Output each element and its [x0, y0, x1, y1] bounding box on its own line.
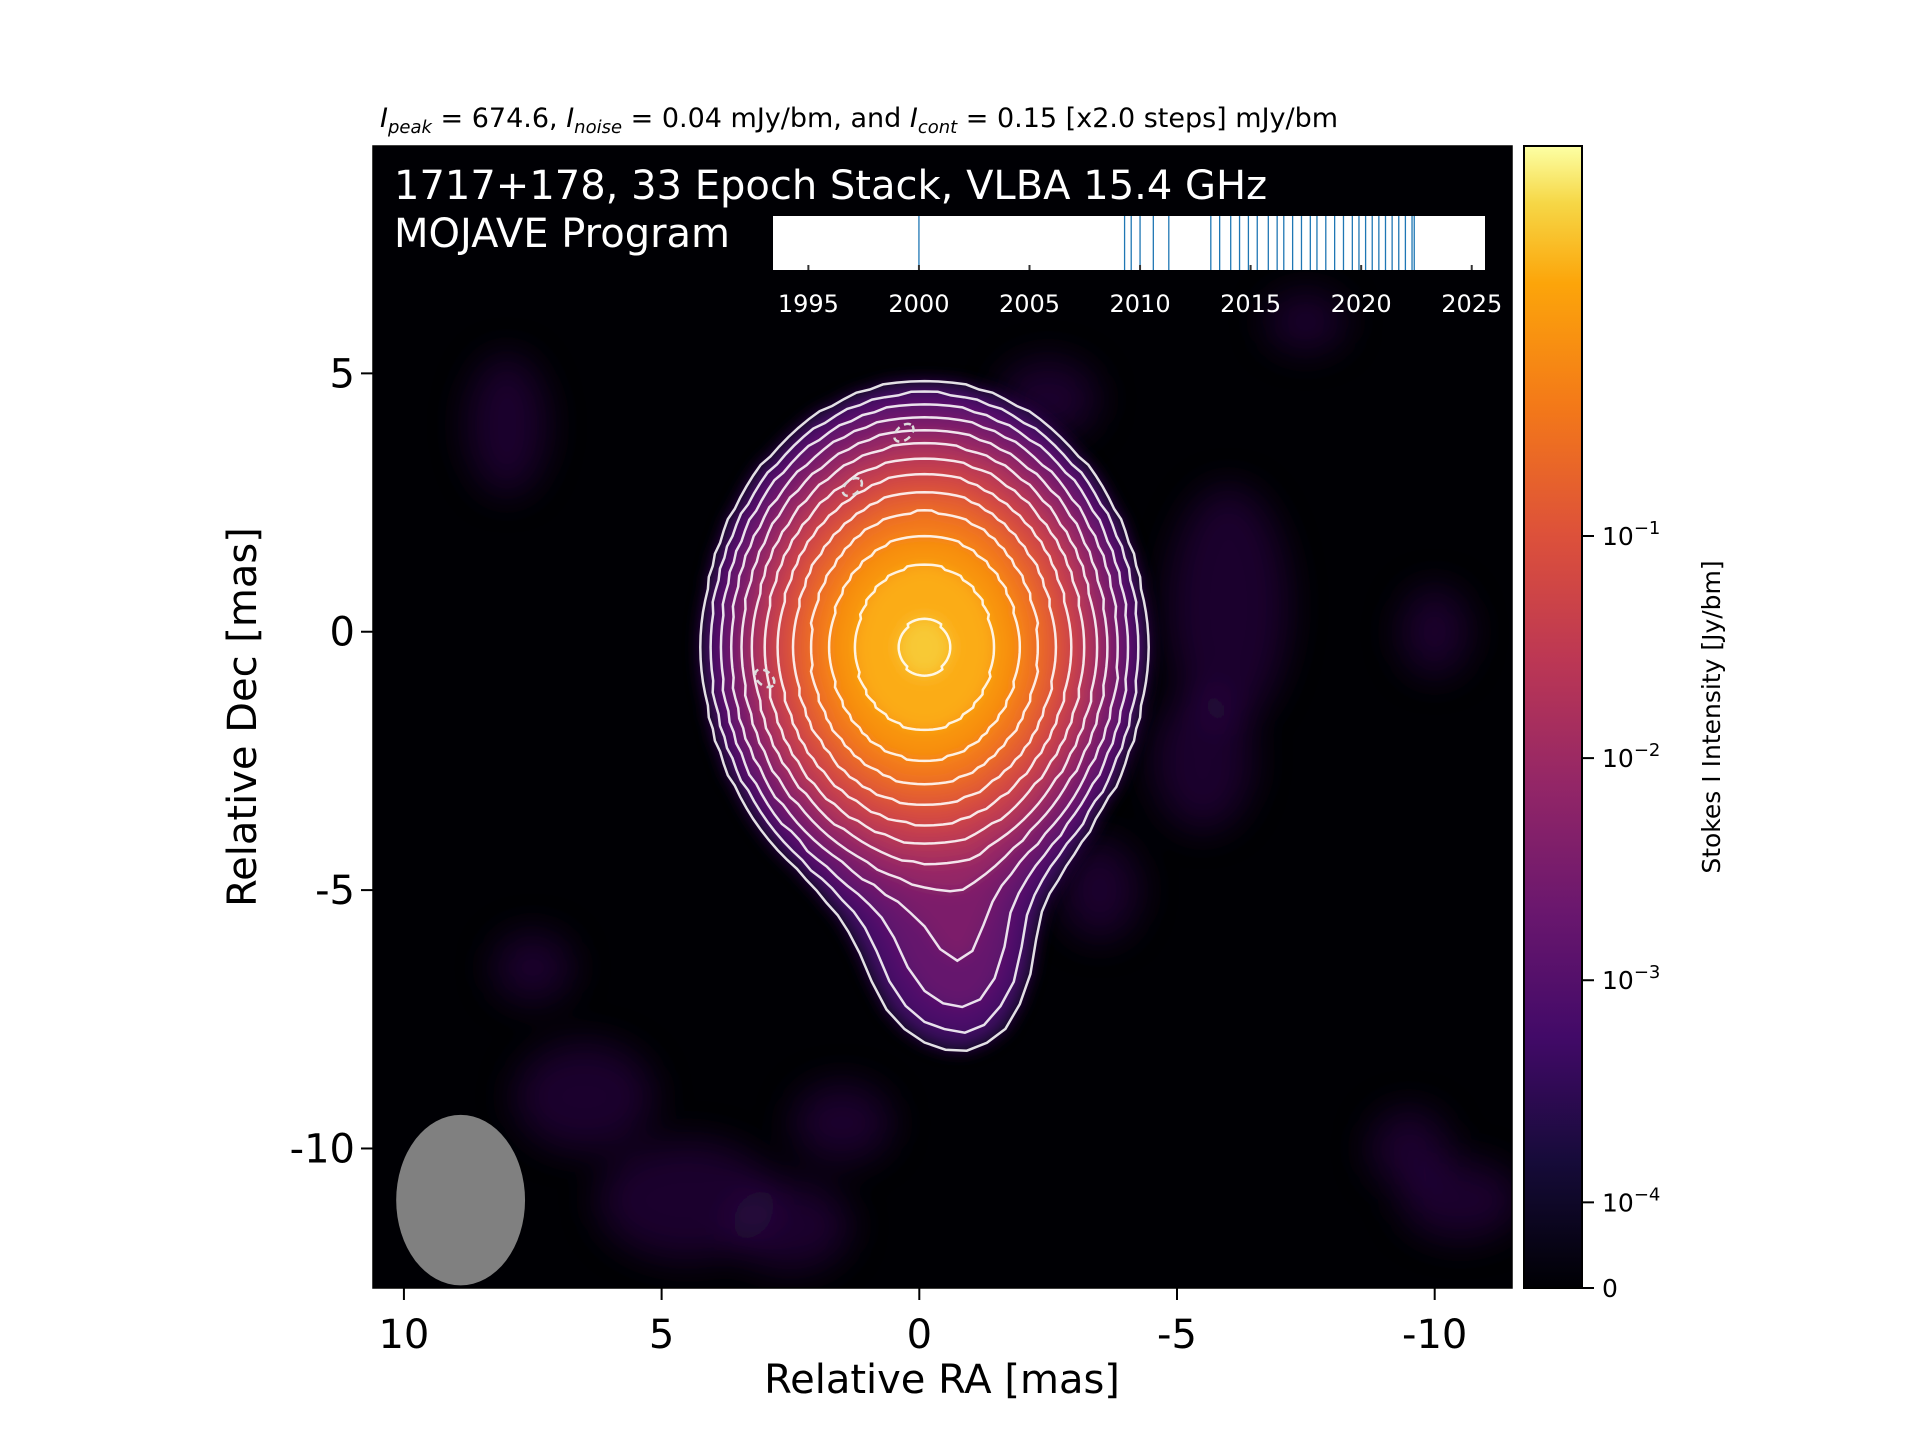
noise-blob-13 — [792, 1082, 892, 1163]
epoch-tick-label-1: 2000 — [888, 290, 949, 318]
x-axis-label: Relative RA [mas] — [764, 1357, 1120, 1403]
noise-blob-4 — [1168, 485, 1289, 726]
colorbar-tick-label-4: 10−1 — [1602, 518, 1660, 551]
epoch-lines — [918, 216, 1415, 270]
contour-7 — [776, 472, 1073, 827]
x-tick-label-3: -5 — [1157, 1312, 1197, 1358]
title-noise-value: = 0.04 mJy/bm, and — [622, 103, 910, 134]
x-tick-label-4: -10 — [1402, 1312, 1467, 1358]
colorbar-tick-label-3: 10−2 — [1602, 740, 1660, 773]
y-axis-label: Relative Dec [mas] — [220, 527, 266, 907]
y-tick-label-0: 5 — [330, 351, 355, 397]
contour-3 — [729, 416, 1120, 963]
intensity-contours — [699, 379, 1150, 1052]
x-tick-label-2: 0 — [907, 1312, 932, 1358]
intensity-fill-12 — [898, 618, 951, 676]
epoch-timeline-box — [773, 216, 1485, 270]
y-tick-label-3: -10 — [290, 1126, 355, 1172]
x-axis-ticks: 10 5 0 -5 -10 — [378, 1288, 1467, 1358]
colorbar-frame — [1523, 145, 1583, 1289]
noise-blob-12 — [1368, 1108, 1449, 1189]
negative-contour-1 — [841, 476, 864, 498]
colorbar: 0 10−4 10−3 10−2 10−1 Stokes I Intensity [Jy… — [1523, 145, 1726, 1303]
colorbar-ticks: 0 10−4 10−3 10−2 10−1 — [1582, 518, 1660, 1303]
epoch-tick-label-2: 2005 — [999, 290, 1060, 318]
contour-11 — [853, 563, 996, 732]
noise-blob-5 — [1152, 690, 1253, 831]
beam-ellipse — [396, 1114, 526, 1286]
noise-blob-6 — [1059, 840, 1140, 941]
contour-4 — [740, 428, 1109, 893]
negative-contour-2 — [753, 668, 776, 689]
epoch-tick-label-6: 2025 — [1441, 290, 1502, 318]
contour-12 — [897, 617, 952, 677]
epoch-timeline: 1995 2000 2005 2010 2015 2020 2025 — [773, 216, 1502, 318]
source-label: 1717+178, 33 Epoch Stack, VLBA 15.4 GHz — [394, 163, 1267, 209]
colorbar-tick-label-0: 0 — [1602, 1274, 1618, 1303]
title-peak-subscript: peak — [387, 117, 434, 138]
chart-title: Ipeak = 674.6, Inoise = 0.04 mJy/bm, and… — [380, 103, 1338, 138]
title-noise-subscript: noise — [574, 117, 622, 138]
epoch-ticks: 1995 2000 2005 2010 2015 2020 2025 — [778, 265, 1502, 318]
program-label: MOJAVE Program — [394, 211, 730, 257]
colorbar-tick-label-1: 10−4 — [1602, 1184, 1660, 1217]
contour-6 — [763, 457, 1086, 845]
y-tick-label-1: 0 — [330, 610, 355, 656]
title-cont-symbol: I — [910, 103, 918, 134]
colorbar-label: Stokes I Intensity [Jy/bm] — [1697, 560, 1726, 873]
contour-0 — [699, 379, 1150, 1052]
title-cont-value: = 0.15 [x2.0 steps] mJy/bm — [957, 103, 1338, 134]
epoch-tick-label-0: 1995 — [778, 290, 839, 318]
colorbar-tick-label-2: 10−3 — [1602, 962, 1660, 995]
epoch-tick-label-5: 2020 — [1331, 290, 1392, 318]
contour-2 — [719, 403, 1130, 1009]
x-tick-label-1: 5 — [649, 1312, 674, 1358]
noise-blob-3 — [730, 1180, 851, 1271]
contour-8 — [791, 490, 1058, 807]
image-frame — [372, 145, 1513, 1289]
title-noise-symbol: I — [566, 103, 574, 134]
negative-contour-0 — [893, 422, 915, 443]
title-cont-subscript: cont — [918, 117, 958, 138]
y-tick-label-2: -5 — [315, 868, 355, 914]
contour-5 — [750, 441, 1099, 866]
image-panel: 1717+178, 33 Epoch Stack, VLBA 15.4 GHz … — [372, 145, 1513, 1289]
y-axis-ticks: 5 0 -5 -10 — [290, 351, 373, 1172]
title-peak-value: = 674.6, — [432, 103, 566, 134]
noise-blob-11 — [1399, 586, 1470, 677]
noise-blob-7 — [467, 355, 547, 496]
noise-blob-9 — [1265, 291, 1346, 352]
epoch-tick-label-4: 2015 — [1220, 290, 1281, 318]
contour-9 — [809, 509, 1040, 786]
noise-blob-1 — [514, 1041, 655, 1152]
colorbar-gradient — [1524, 146, 1582, 1288]
negative-contours — [753, 422, 915, 689]
contour-1 — [709, 390, 1140, 1034]
x-tick-label-0: 10 — [378, 1312, 429, 1358]
noise-blob-10 — [492, 932, 573, 1003]
epoch-tick-label-3: 2010 — [1110, 290, 1171, 318]
contour-10 — [827, 534, 1022, 763]
title-peak-symbol: I — [380, 103, 388, 134]
